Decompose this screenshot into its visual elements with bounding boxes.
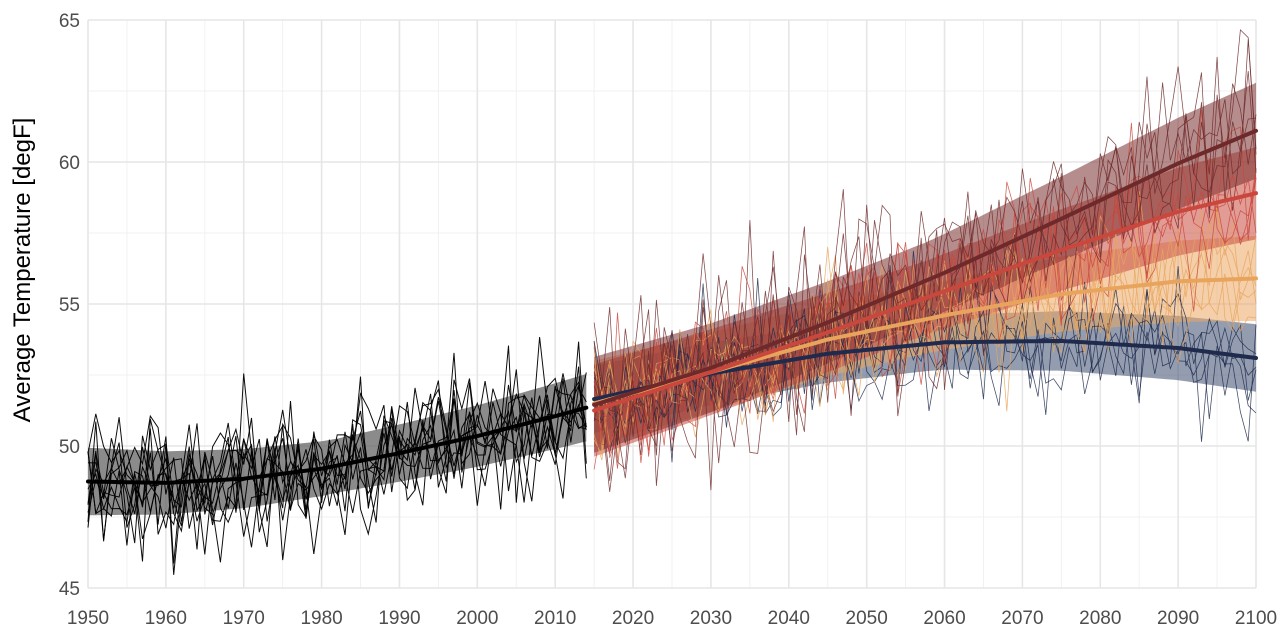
- x-tick-labels: 1950 1960 1970 1980 1990 2000 2010 2020 2030 2040…: [67, 608, 1277, 629]
- x-tick-label: 1950: [67, 608, 109, 629]
- x-tick-label: 1970: [223, 608, 265, 629]
- x-tick-label: 2090: [1157, 608, 1199, 629]
- x-tick-label: 2080: [1079, 608, 1121, 629]
- x-tick-label: 2070: [1001, 608, 1043, 629]
- x-tick-label: 2030: [690, 608, 732, 629]
- y-tick-label: 50: [59, 437, 80, 458]
- historical-member-line: [87, 352, 587, 548]
- projection-3-member-line: [593, 168, 1257, 447]
- x-tick-label: 1960: [145, 608, 187, 629]
- x-tick-label: 2100: [1235, 608, 1277, 629]
- x-tick-label: 2000: [456, 608, 498, 629]
- x-tick-label: 2050: [846, 608, 888, 629]
- projection-4-trend-line: [592, 128, 1258, 407]
- projection-3-member-line: [593, 150, 1257, 470]
- y-tick-label: 65: [59, 11, 80, 32]
- x-tick-label: 2020: [612, 608, 654, 629]
- historical-member-line: [87, 336, 587, 535]
- historical-trend-line: [86, 405, 589, 485]
- trend-lines: [86, 128, 1258, 485]
- projection-3-member-line: [594, 175, 1257, 458]
- x-tick-label: 2060: [923, 608, 965, 629]
- x-tick-label: 1980: [300, 608, 342, 629]
- projection-4-member-line: [593, 70, 1257, 470]
- x-tick-label: 1990: [378, 608, 420, 629]
- projection-1-member-line: [593, 250, 1257, 442]
- y-axis-title: Average Temperature [degF]: [9, 118, 36, 423]
- projection-3-trend-line: [592, 191, 1258, 413]
- y-tick-label: 55: [59, 295, 80, 316]
- projection-4-member-line: [593, 39, 1257, 444]
- projection-2-member-line: [593, 210, 1257, 428]
- y-tick-label: 60: [59, 153, 80, 174]
- y-tick-labels: 45 50 55 60 65: [59, 11, 80, 600]
- x-tick-label: 2010: [534, 608, 576, 629]
- historical-member-line: [87, 373, 587, 563]
- y-tick-label: 45: [59, 579, 80, 600]
- x-tick-label: 2040: [768, 608, 810, 629]
